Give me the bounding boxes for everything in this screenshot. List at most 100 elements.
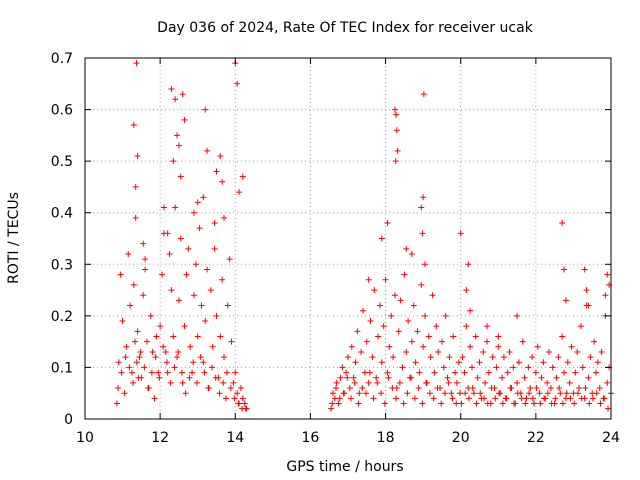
data-point [370, 395, 377, 402]
data-point [467, 343, 474, 350]
data-point [468, 364, 475, 371]
data-point [121, 390, 128, 397]
data-point [410, 302, 417, 309]
data-point [576, 385, 583, 392]
data-point [242, 405, 249, 412]
data-point [207, 287, 214, 294]
data-point [561, 369, 568, 376]
data-point [352, 359, 359, 366]
data-point [563, 390, 570, 397]
data-point [348, 395, 355, 402]
data-point [601, 395, 608, 402]
data-point [589, 395, 596, 402]
data-point [422, 312, 429, 319]
data-point [208, 364, 215, 371]
data-point [329, 400, 336, 407]
x-tick-label: 22 [527, 430, 545, 446]
data-point [514, 312, 521, 319]
data-point [553, 374, 560, 381]
data-point [481, 395, 488, 402]
data-point [202, 106, 209, 113]
data-point [164, 230, 171, 237]
axis-ticks [84, 57, 612, 420]
data-point [219, 276, 226, 283]
data-point [202, 318, 209, 325]
x-tick-label: 20 [452, 430, 470, 446]
data-point [452, 369, 459, 376]
data-point [586, 400, 593, 407]
data-point [541, 395, 548, 402]
data-point [332, 385, 339, 392]
data-point [211, 245, 218, 252]
data-point [344, 374, 351, 381]
plot-frame [84, 57, 612, 420]
data-point [196, 225, 203, 232]
data-point [394, 147, 401, 154]
data-point [515, 359, 522, 366]
data-point [473, 400, 480, 407]
data-point [495, 333, 502, 340]
data-point [530, 400, 537, 407]
data-point [363, 390, 370, 397]
data-point [587, 354, 594, 361]
data-point [425, 333, 432, 340]
data-point [348, 343, 355, 350]
data-point [211, 220, 218, 227]
data-point [128, 369, 135, 376]
data-point [457, 230, 464, 237]
data-point [433, 323, 440, 330]
data-point [217, 333, 224, 340]
data-point [522, 400, 529, 407]
data-point [142, 256, 149, 263]
data-point [469, 385, 476, 392]
data-point [390, 354, 397, 361]
data-point [389, 385, 396, 392]
data-point [463, 287, 470, 294]
data-point [420, 343, 427, 350]
data-point [399, 364, 406, 371]
data-point [336, 395, 343, 402]
data-point [566, 379, 573, 386]
data-point [175, 142, 182, 149]
data-point [130, 281, 137, 288]
data-point [604, 271, 611, 278]
data-point [164, 369, 171, 376]
data-point [179, 379, 186, 386]
data-point [149, 348, 156, 355]
data-point [463, 323, 470, 330]
data-point [529, 395, 536, 402]
data-point [140, 240, 147, 247]
data-point [217, 152, 224, 159]
data-point [115, 359, 122, 366]
data-point [340, 390, 347, 397]
data-point [511, 400, 518, 407]
data-point [581, 266, 588, 273]
data-point [548, 400, 555, 407]
data-point [521, 374, 528, 381]
data-point [373, 374, 380, 381]
data-point [493, 364, 500, 371]
data-point [537, 400, 544, 407]
data-point [365, 276, 372, 283]
data-point [419, 400, 426, 407]
data-point [538, 374, 545, 381]
data-point [391, 106, 398, 113]
data-point [378, 235, 385, 242]
data-point [415, 385, 422, 392]
data-point [204, 147, 211, 154]
data-point [351, 379, 358, 386]
data-point [450, 333, 457, 340]
data-point [209, 343, 216, 350]
data-point [591, 338, 598, 345]
data-point [333, 379, 340, 386]
data-point [205, 385, 212, 392]
x-tick-label: 16 [302, 430, 320, 446]
data-point [503, 395, 510, 402]
data-point [236, 189, 243, 196]
data-point [175, 348, 182, 355]
data-point [232, 369, 239, 376]
data-point [401, 271, 408, 278]
data-point [231, 395, 238, 402]
y-tick-label: 0.2 [51, 309, 73, 325]
